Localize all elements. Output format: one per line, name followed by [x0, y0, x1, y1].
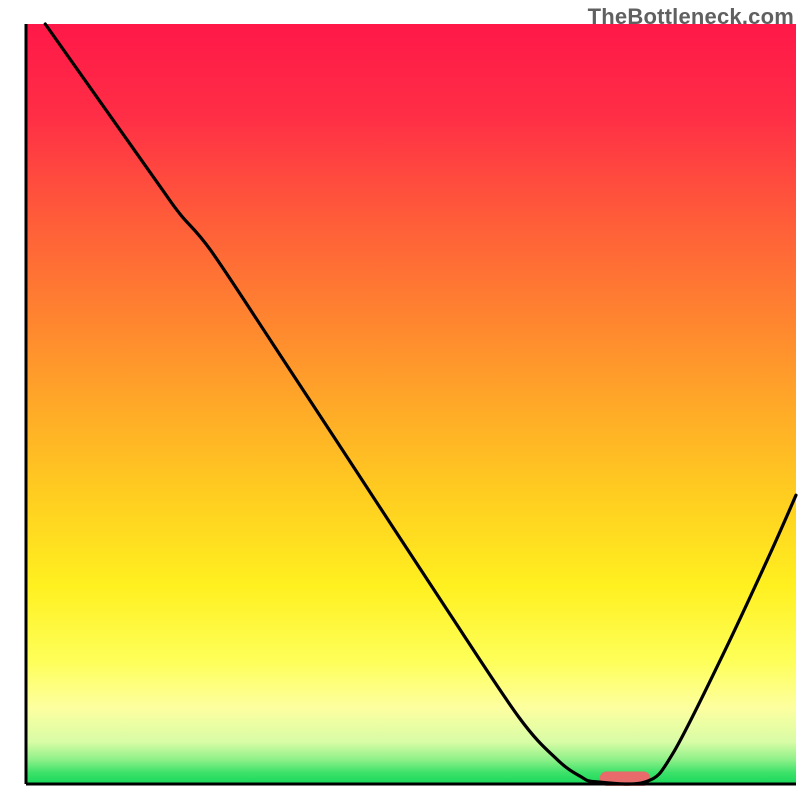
watermark-label: TheBottleneck.com — [588, 4, 794, 30]
chart-container: TheBottleneck.com — [0, 0, 800, 800]
plot-background — [26, 24, 796, 784]
bottleneck-chart — [0, 0, 800, 800]
